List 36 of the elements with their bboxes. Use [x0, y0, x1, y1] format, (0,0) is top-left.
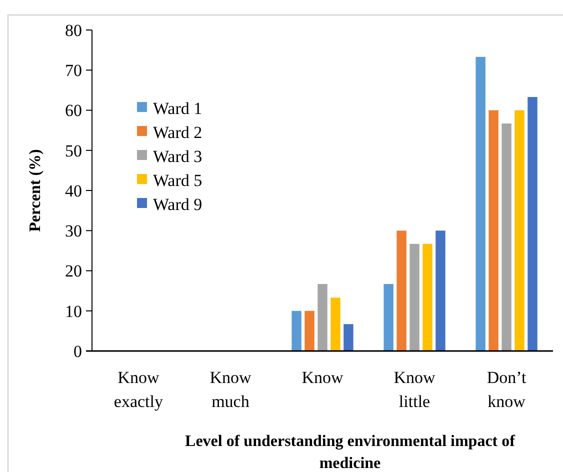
bar [384, 284, 394, 351]
bar [528, 97, 538, 351]
x-tick-label: Know little [394, 368, 436, 411]
x-tick-label: Don’t know [486, 368, 526, 411]
y-tick-label: 50 [65, 141, 82, 160]
legend-label: Ward 3 [153, 146, 202, 166]
y-axis-title: Percent (%) [27, 149, 44, 232]
legend-label: Ward 1 [153, 98, 202, 118]
bar [304, 310, 314, 351]
x-tick-label: Know much [210, 368, 252, 411]
bar [476, 56, 486, 351]
bar [436, 230, 446, 351]
y-tick-label: 60 [65, 101, 82, 120]
y-tick-label: 10 [65, 302, 82, 321]
bar [330, 298, 340, 351]
legend-label: Ward 5 [153, 170, 202, 190]
y-tick-label: 70 [65, 61, 82, 80]
bar [488, 110, 498, 351]
y-tick-label: 30 [65, 222, 82, 241]
x-tick-label: Know [302, 368, 344, 387]
y-tick-label: 80 [65, 20, 82, 40]
bar [410, 244, 420, 351]
bar [422, 244, 432, 351]
bar [514, 110, 524, 351]
x-axis-title: Level of understanding environmental impact of medicine [185, 433, 516, 472]
legend-label: Ward 9 [153, 194, 202, 214]
bar [318, 284, 328, 351]
x-tick-label: Know exactly [114, 368, 164, 411]
legend-label: Ward 2 [153, 122, 202, 142]
bar [344, 324, 354, 351]
y-tick-label: 20 [65, 262, 82, 281]
bar [292, 310, 302, 351]
y-tick-label: 0 [74, 342, 82, 361]
bar [396, 230, 406, 351]
y-tick-label: 40 [65, 181, 82, 200]
bar [502, 123, 512, 351]
